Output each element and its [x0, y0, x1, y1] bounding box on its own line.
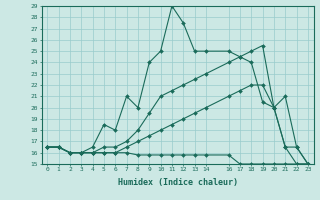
- X-axis label: Humidex (Indice chaleur): Humidex (Indice chaleur): [118, 178, 237, 187]
